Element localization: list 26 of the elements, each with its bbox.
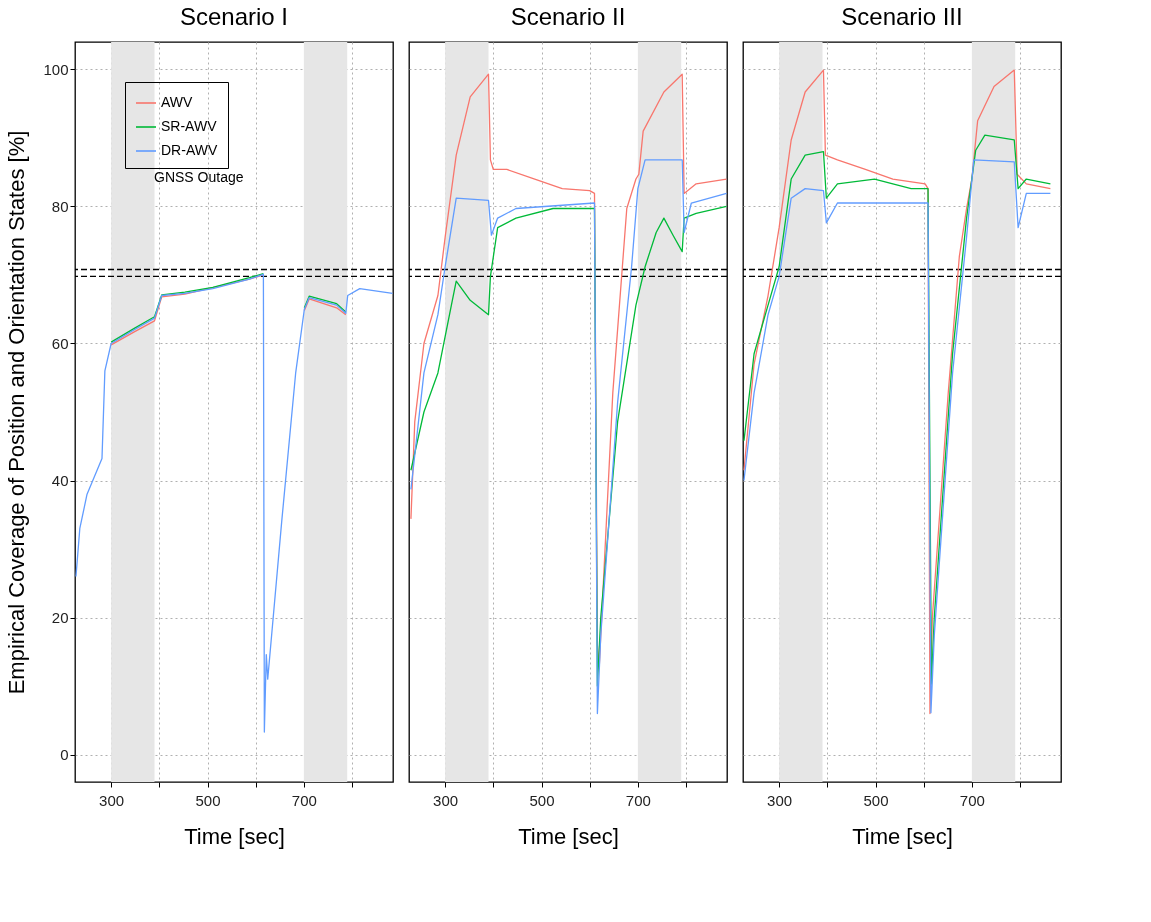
y-tick-label: 20 — [51, 609, 69, 627]
chart-title: Scenario I — [179, 3, 289, 30]
x-axis-title: Time [sec] — [518, 823, 619, 849]
x-tick-label: 700 — [291, 791, 317, 809]
y-tick-label: 60 — [51, 334, 69, 352]
legend-label: SR-AWV — [161, 118, 218, 134]
x-tick-label: 700 — [625, 791, 651, 809]
x-tick-label: 700 — [959, 791, 985, 809]
band-label: GNSS Outage — [154, 168, 244, 185]
legend-label: AWV — [161, 94, 194, 110]
x-axis-title: Time [sec] — [852, 823, 953, 849]
x-tick-label: 300 — [767, 791, 793, 809]
chart-title: Scenario III — [841, 3, 963, 30]
x-axis-title: Time [sec] — [184, 823, 285, 849]
y-axis-title: Empirical Coverage of Position and Orientation States [%] — [4, 130, 30, 695]
chart-title: Scenario II — [510, 3, 626, 30]
y-tick-label: 100 — [43, 60, 69, 78]
x-tick-label: 500 — [529, 791, 555, 809]
y-tick-label: 80 — [51, 197, 69, 215]
x-tick-label: 300 — [99, 791, 125, 809]
x-tick-label: 500 — [195, 791, 221, 809]
y-tick-label: 0 — [60, 746, 69, 764]
y-tick-label: 40 — [51, 472, 69, 490]
x-tick-label: 300 — [433, 791, 459, 809]
x-tick-label: 500 — [863, 791, 889, 809]
legend-label: DR-AWV — [161, 142, 218, 158]
